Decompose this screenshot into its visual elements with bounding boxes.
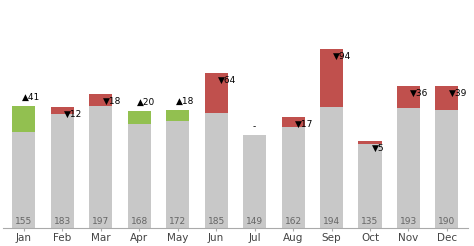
Bar [128, 111, 151, 123]
Bar [358, 144, 382, 228]
Bar [435, 110, 458, 228]
Bar [51, 114, 74, 228]
Bar [243, 135, 266, 228]
Text: ▼12: ▼12 [64, 109, 82, 119]
Text: ▲41: ▲41 [22, 93, 40, 102]
Bar [358, 141, 382, 144]
Text: ▼39: ▼39 [449, 89, 467, 97]
Text: ▼36: ▼36 [410, 89, 428, 97]
Text: 162: 162 [284, 217, 301, 226]
Text: -: - [253, 122, 256, 131]
Bar [282, 127, 305, 228]
Text: ▼64: ▼64 [218, 76, 237, 85]
Bar [397, 86, 420, 108]
Bar [12, 106, 36, 132]
Text: 190: 190 [438, 217, 456, 226]
Bar [205, 113, 228, 228]
Bar [89, 94, 112, 106]
Text: ▼5: ▼5 [372, 144, 384, 153]
Text: 194: 194 [323, 217, 340, 226]
Text: 197: 197 [92, 217, 109, 226]
Text: 135: 135 [361, 217, 379, 226]
Text: ▲18: ▲18 [176, 97, 194, 106]
Bar [282, 117, 305, 127]
Bar [12, 132, 36, 228]
Text: ▼18: ▼18 [103, 97, 121, 106]
Text: 172: 172 [169, 217, 186, 226]
Text: 168: 168 [131, 217, 148, 226]
Text: ▼17: ▼17 [295, 120, 313, 128]
Bar [128, 123, 151, 228]
Bar [320, 108, 343, 228]
Bar [320, 49, 343, 108]
Text: 183: 183 [54, 217, 71, 226]
Bar [205, 73, 228, 113]
Text: ▲20: ▲20 [137, 98, 155, 107]
Bar [89, 106, 112, 228]
Bar [435, 86, 458, 110]
Text: 185: 185 [208, 217, 225, 226]
Bar [166, 121, 189, 228]
Text: ▼94: ▼94 [333, 52, 352, 61]
Bar [397, 108, 420, 228]
Text: 155: 155 [15, 217, 33, 226]
Text: 193: 193 [400, 217, 417, 226]
Bar [51, 107, 74, 114]
Bar [166, 110, 189, 121]
Text: 149: 149 [246, 217, 263, 226]
